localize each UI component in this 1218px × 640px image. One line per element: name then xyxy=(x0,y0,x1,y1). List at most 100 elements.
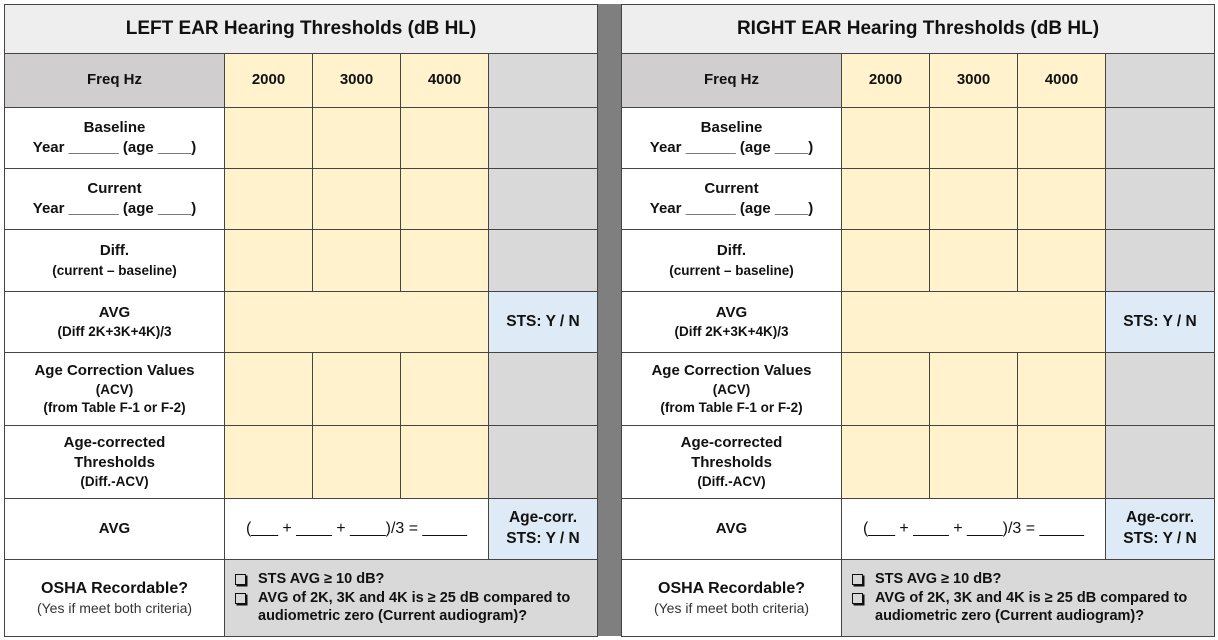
input-cell xyxy=(929,229,1018,292)
formula-cell: (___ + ____ + ____)/3 = _____ xyxy=(224,498,489,560)
freq-header: Freq Hz xyxy=(703,71,759,89)
input-cell xyxy=(312,425,401,499)
input-cell xyxy=(224,425,313,499)
input-cell xyxy=(841,229,930,292)
row-label: Year ______ (age ____) xyxy=(649,139,814,156)
blank-cell xyxy=(1105,168,1215,230)
row-label: (Diff 2K+3K+4K)/3 xyxy=(57,324,172,340)
panel-title: LEFT EAR Hearing Thresholds (dB HL) xyxy=(125,18,477,39)
input-cell xyxy=(841,107,930,169)
criterion-text: STS AVG ≥ 10 dB? xyxy=(258,570,385,587)
freq-cell: 4000 xyxy=(400,53,489,108)
row-label: Current xyxy=(87,179,142,197)
osha-criteria-cell: STS AVG ≥ 10 dB? AVG of 2K, 3K and 4K is … xyxy=(841,559,1215,637)
sts-cell: Age-corr. STS: Y / N xyxy=(1105,498,1215,560)
sts-cell: STS: Y / N xyxy=(1105,291,1215,353)
panel-divider xyxy=(597,4,621,636)
row-label-cell: Age Correction Values (ACV) (from Table F-… xyxy=(621,352,842,426)
row-label: AVG xyxy=(715,303,748,321)
row-label-cell: Current Year ______ (age ____) xyxy=(621,168,842,230)
row-label: (Diff.-ACV) xyxy=(697,474,766,490)
input-cell xyxy=(400,107,489,169)
blank-cell xyxy=(488,425,598,499)
input-cell xyxy=(1017,352,1106,426)
row-label: AVG xyxy=(98,303,131,321)
input-cell xyxy=(224,229,313,292)
sts-label: STS: Y / N xyxy=(506,530,580,547)
criterion-text: AVG of 2K, 3K and 4K is ≥ 25 dB compared… xyxy=(258,589,571,625)
input-cell xyxy=(841,291,1106,353)
row-label: (from Table F-1 or F-2) xyxy=(660,400,803,416)
row-label: AVG xyxy=(98,519,131,537)
frequency: 4000 xyxy=(427,71,462,89)
sts-cell: STS: Y / N xyxy=(488,291,598,353)
osha-label: OSHA Recordable? xyxy=(658,579,805,597)
sts-label: STS: Y / N xyxy=(506,312,580,330)
input-cell xyxy=(929,168,1018,230)
input-cell xyxy=(841,352,930,426)
sts-label: STS: Y / N xyxy=(1123,530,1197,547)
criterion-text: AVG of 2K, 3K and 4K is ≥ 25 dB compared… xyxy=(875,589,1188,625)
blank-cell xyxy=(1105,107,1215,169)
row-label: Baseline xyxy=(83,118,146,136)
row-label-cell: Age-corrected Thresholds (Diff.-ACV) xyxy=(621,425,842,499)
osha-label-cell: OSHA Recordable? (Yes if meet both criter… xyxy=(621,559,842,637)
criterion: AVG of 2K, 3K and 4K is ≥ 25 dB compared… xyxy=(852,589,1206,627)
blank-cell xyxy=(488,53,598,108)
input-cell xyxy=(1017,229,1106,292)
input-cell xyxy=(1017,168,1106,230)
freq-cell: 3000 xyxy=(312,53,401,108)
row-label: Current xyxy=(704,179,759,197)
input-cell xyxy=(224,168,313,230)
osha-label-cell: OSHA Recordable? (Yes if meet both criter… xyxy=(4,559,225,637)
osha-label: (Yes if meet both criteria) xyxy=(653,600,810,617)
row-label-cell: Age-corrected Thresholds (Diff.-ACV) xyxy=(4,425,225,499)
blank-cell xyxy=(488,107,598,169)
row-label: (from Table F-1 or F-2) xyxy=(43,400,186,416)
frequency: 2000 xyxy=(251,71,286,89)
row-label: Thresholds xyxy=(691,453,772,471)
freq-cell: 2000 xyxy=(224,53,313,108)
input-cell xyxy=(400,229,489,292)
row-label: (Diff 2K+3K+4K)/3 xyxy=(674,324,789,340)
input-cell xyxy=(400,352,489,426)
input-cell xyxy=(841,168,930,230)
criterion: STS AVG ≥ 10 dB? xyxy=(852,570,1001,589)
formula: (___ + ____ + ____)/3 = _____ xyxy=(862,520,1085,538)
freq-cell: 4000 xyxy=(1017,53,1106,108)
row-label: Age Correction Values xyxy=(34,361,195,379)
row-label-cell: Diff. (current – baseline) xyxy=(621,229,842,292)
freq-header-cell: Freq Hz xyxy=(4,53,225,108)
formula: (___ + ____ + ____)/3 = _____ xyxy=(245,520,468,538)
row-label: (ACV) xyxy=(712,381,751,397)
freq-cell: 3000 xyxy=(929,53,1018,108)
input-cell xyxy=(841,425,930,499)
freq-cell: 2000 xyxy=(841,53,930,108)
row-label: Diff. xyxy=(99,242,130,260)
input-cell xyxy=(929,352,1018,426)
criterion-text: STS AVG ≥ 10 dB? xyxy=(875,570,1002,587)
input-cell xyxy=(312,107,401,169)
input-cell xyxy=(312,229,401,292)
blank-cell xyxy=(1105,53,1215,108)
row-label: Baseline xyxy=(700,118,763,136)
osha-label: OSHA Recordable? xyxy=(41,579,188,597)
input-cell xyxy=(1017,107,1106,169)
blank-cell xyxy=(488,168,598,230)
blank-cell xyxy=(1105,229,1215,292)
input-cell xyxy=(312,168,401,230)
frequency: 2000 xyxy=(868,71,903,89)
input-cell xyxy=(224,107,313,169)
input-cell xyxy=(224,291,489,353)
row-label-cell: Diff. (current – baseline) xyxy=(4,229,225,292)
row-label: Diff. xyxy=(716,242,747,260)
checkbox xyxy=(852,573,863,585)
blank-cell xyxy=(488,352,598,426)
input-cell xyxy=(929,425,1018,499)
row-label: Year ______ (age ____) xyxy=(649,200,814,217)
input-cell xyxy=(224,352,313,426)
row-label-cell: Age Correction Values (ACV) (from Table F-… xyxy=(4,352,225,426)
freq-header: Freq Hz xyxy=(86,71,142,89)
frequency: 3000 xyxy=(339,71,374,89)
row-label-cell: AVG xyxy=(621,498,842,560)
